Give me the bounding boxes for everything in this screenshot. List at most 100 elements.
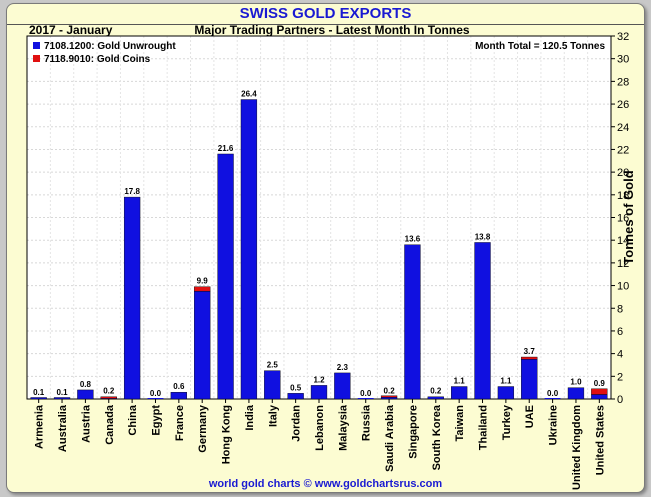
period-label: 2017 - January — [29, 23, 113, 37]
y-tick-label: 30 — [617, 54, 629, 66]
legend-swatch — [33, 42, 40, 49]
chart-subtitle: Major Trading Partners - Latest Month In… — [194, 23, 469, 37]
x-tick-label: United States — [594, 405, 606, 475]
bar-segment — [123, 196, 141, 400]
bar-segment — [427, 396, 444, 400]
bar-segment — [521, 356, 538, 360]
x-tick-label: Saudi Arabia — [384, 404, 396, 472]
grid — [26, 36, 612, 399]
x-tick-label: Canada — [104, 404, 116, 445]
x-tick-label: Armenia — [34, 404, 46, 449]
bar-segment — [217, 153, 234, 400]
data-label: 21.6 — [218, 144, 234, 153]
bar-segment — [380, 397, 398, 400]
x-tick-label: Thailand — [478, 405, 490, 450]
bar-segment — [30, 397, 47, 400]
legend-label: 7108.1200: Gold Unwrought — [44, 41, 176, 52]
x-tick-label: Hong Kong — [221, 405, 233, 464]
y-tick-label: 10 — [617, 281, 629, 293]
bar-segment — [240, 99, 258, 400]
y-tick-label: 2 — [617, 371, 623, 383]
x-tick-label: Russia — [361, 404, 373, 441]
month-total-label: Month Total = 120.5 Tonnes — [475, 41, 605, 52]
bar-segment — [334, 372, 351, 400]
x-tick-label: South Korea — [431, 404, 443, 470]
data-label: 0.2 — [430, 387, 442, 396]
bar-segment — [53, 397, 71, 400]
data-label: 2.3 — [337, 363, 349, 372]
y-tick-label: 0 — [617, 394, 623, 406]
x-tick-labels: Armenia Australia Austria Canada China Egypt F… — [34, 399, 606, 490]
footer-credit: world gold charts © www.goldchartsrus.co… — [208, 478, 443, 490]
data-label: 9.9 — [197, 277, 209, 286]
bars — [30, 99, 608, 400]
x-tick-label: France — [174, 405, 186, 441]
data-label: 0.0 — [547, 389, 559, 398]
y-tick-label: 24 — [617, 122, 629, 134]
bar-segment — [310, 385, 328, 400]
data-label: 3.7 — [524, 347, 536, 356]
bar-segment — [194, 286, 211, 292]
x-tick-label: Turkey — [501, 404, 513, 440]
data-label: 0.5 — [290, 383, 302, 392]
data-label: 2.5 — [267, 361, 279, 370]
legend-label: 7118.9010: Gold Coins — [44, 54, 151, 65]
bar-segment — [567, 387, 585, 400]
y-tick-label: 6 — [617, 326, 623, 338]
y-tick-label: 26 — [617, 99, 629, 111]
data-label: 0.9 — [594, 379, 606, 388]
data-label: 0.0 — [360, 389, 372, 398]
data-label: 0.1 — [56, 388, 68, 397]
y-tick-label: 20 — [617, 167, 629, 179]
x-tick-label: Australia — [57, 404, 69, 452]
bar-segment — [264, 370, 281, 400]
data-labels: 0.1 0.1 0.8 0.2 17.8 0.0 0.6 9.9 21.6 26.4 2.5 0.5 1… — [33, 90, 605, 398]
y-tick-label: 8 — [617, 303, 623, 315]
x-tick-label: Taiwan — [454, 405, 466, 442]
chart-svg: 0.1 0.1 0.8 0.2 17.8 0.0 0.6 9.9 21.6 26.4 2.5 0.5 1… — [26, 23, 636, 490]
data-label: 0.2 — [384, 387, 396, 396]
x-tick-label: Jordan — [291, 405, 303, 442]
bar-segment — [451, 386, 468, 400]
data-label: 0.1 — [33, 388, 45, 397]
y-tick-label: 22 — [617, 144, 629, 156]
bar-segment — [497, 386, 515, 400]
data-label: 1.1 — [454, 377, 466, 386]
x-tick-label: Austria — [80, 404, 92, 443]
data-label: 17.8 — [124, 187, 140, 196]
x-tick-label: Egypt — [150, 405, 162, 436]
data-label: 1.2 — [313, 375, 325, 384]
y-tick-label: 4 — [617, 349, 623, 361]
y-tick-label: 28 — [617, 76, 629, 88]
x-tick-label: Lebanon — [314, 405, 326, 451]
data-label: 0.8 — [80, 380, 92, 389]
y-tick-label: 32 — [617, 31, 629, 43]
x-tick-label: Germany — [197, 404, 209, 453]
data-label: 13.6 — [405, 235, 421, 244]
bar-segment — [100, 396, 117, 399]
data-label: 0.6 — [173, 382, 185, 391]
x-tick-label: UAE — [524, 405, 536, 428]
bar-segment — [77, 389, 94, 400]
x-tick-label: Ukraine — [548, 405, 560, 445]
bar-segment — [521, 359, 538, 400]
y-tick-label: 12 — [617, 258, 629, 270]
bar-segment — [170, 391, 187, 400]
x-tick-label: United Kingdom — [571, 405, 583, 490]
data-label: 13.8 — [475, 232, 491, 241]
bar-segment — [194, 291, 211, 400]
data-label: 0.0 — [150, 389, 162, 398]
x-tick-label: Singapore — [407, 405, 419, 459]
x-tick-label: India — [244, 404, 256, 431]
y-axis-label: Tonnes of Gold — [621, 170, 636, 264]
chart-frame: SWISS GOLD EXPORTS 0.1 0.1 0.8 0.2 17.8 0.0 0.… — [6, 3, 645, 493]
chart-title: SWISS GOLD EXPORTS — [7, 4, 644, 25]
bar-segment — [287, 393, 304, 400]
bar-segment — [591, 394, 608, 400]
data-label: 26.4 — [241, 90, 257, 99]
y-tick-label: 14 — [617, 235, 629, 247]
y-tick-label: 18 — [617, 190, 629, 202]
data-label: 1.0 — [570, 378, 582, 387]
data-label: 0.2 — [103, 387, 115, 396]
